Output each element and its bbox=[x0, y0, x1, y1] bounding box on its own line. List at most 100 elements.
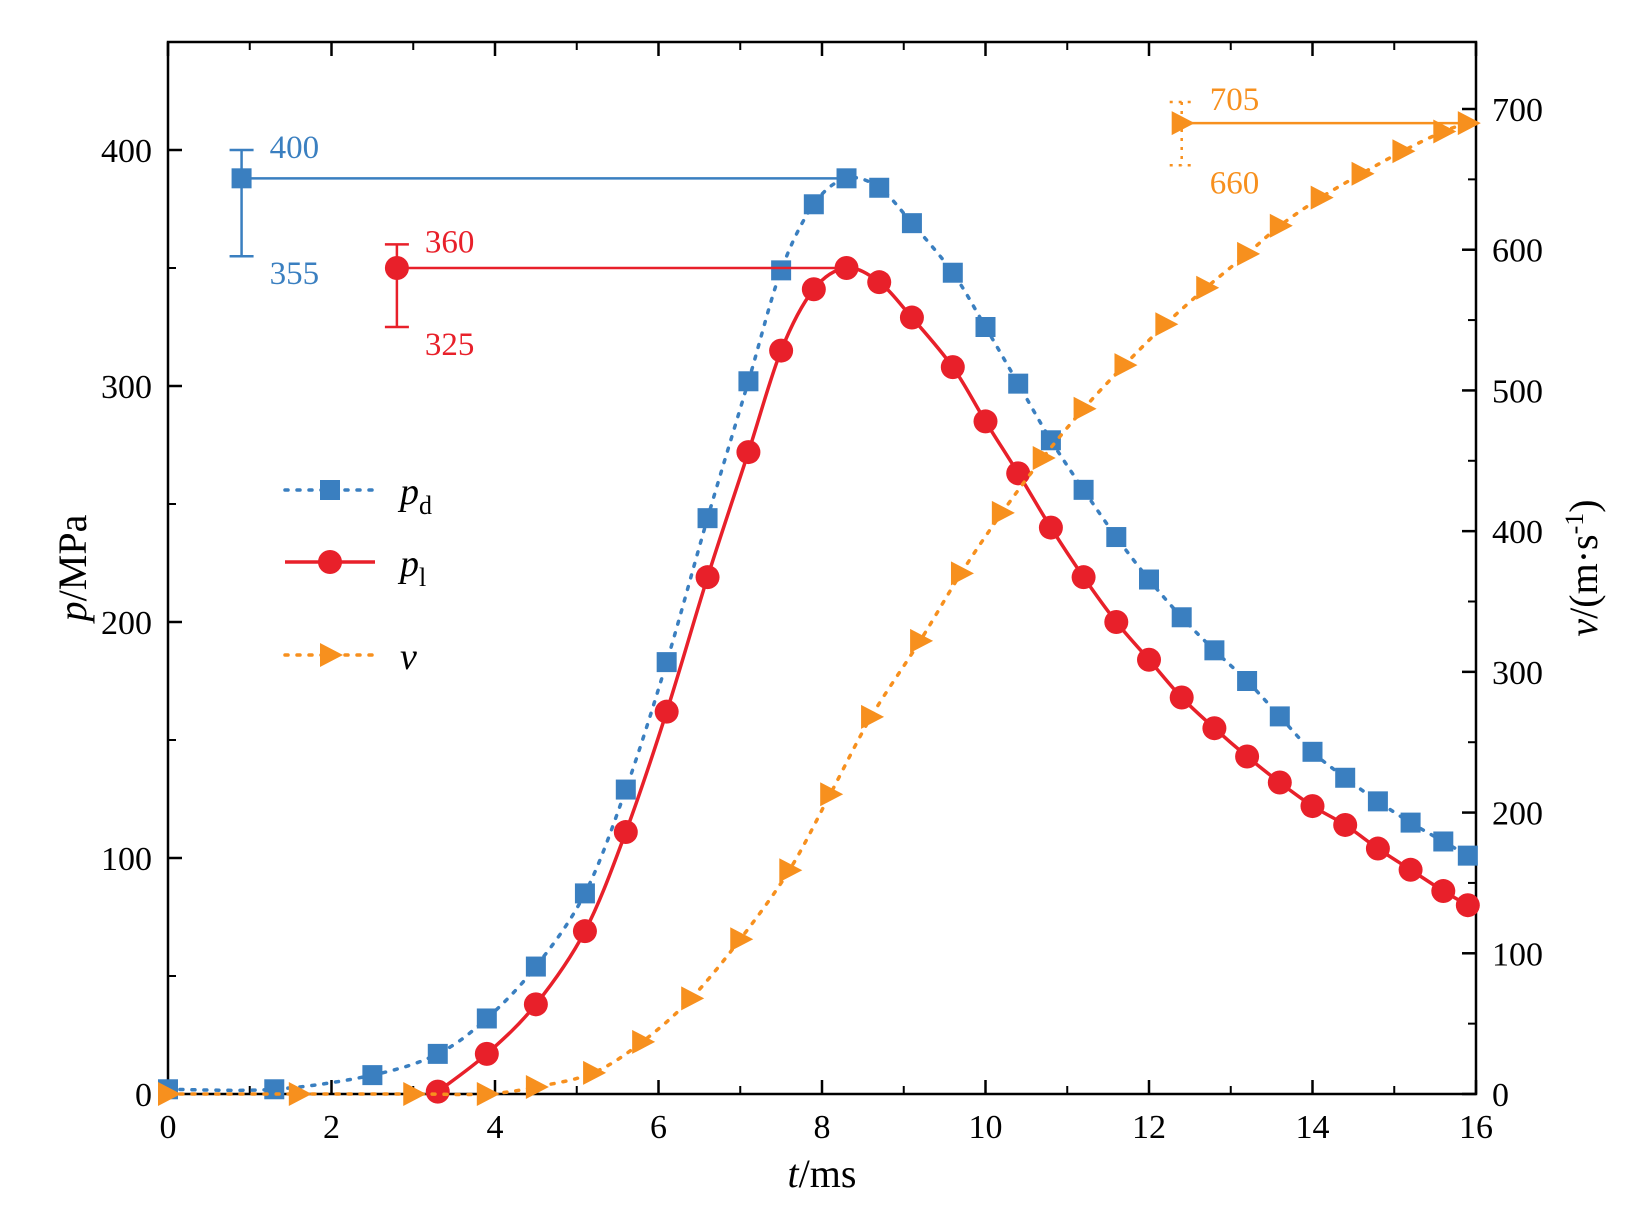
legend-pd-marker bbox=[320, 480, 340, 500]
series-pd-point bbox=[264, 1079, 285, 1100]
series-pl-point bbox=[425, 1079, 450, 1104]
series-pd-point bbox=[1008, 373, 1029, 394]
series-pl-point bbox=[1398, 857, 1423, 882]
series-v-point bbox=[1114, 353, 1138, 378]
series-pl-point bbox=[1038, 515, 1063, 540]
series-pd-point bbox=[869, 177, 890, 198]
series-pl-point bbox=[474, 1041, 499, 1066]
series-pl-point bbox=[1169, 685, 1194, 710]
series-pd-point bbox=[427, 1043, 448, 1064]
x-tick-label: 4 bbox=[487, 1109, 504, 1146]
series-pl-point bbox=[940, 355, 965, 380]
series-pl-point bbox=[1104, 610, 1129, 634]
series-v-point bbox=[1310, 185, 1334, 210]
series-pd-point bbox=[1269, 706, 1290, 727]
series-v-point bbox=[525, 1074, 549, 1099]
series-pd-point bbox=[697, 508, 718, 529]
annotation-pd-label-hi: 400 bbox=[270, 130, 320, 166]
x-tick-label: 16 bbox=[1459, 1109, 1493, 1146]
x-tick-label: 0 bbox=[160, 1109, 177, 1146]
y-right-tick-label: 500 bbox=[1492, 373, 1543, 410]
series-pl-point bbox=[1300, 794, 1325, 819]
series-v-point bbox=[403, 1082, 427, 1106]
y-right-axis-title: v/(m·s-1) bbox=[1560, 499, 1607, 636]
annotation-layer: 400 355 360 325 705 660 bbox=[229, 82, 1476, 363]
series-v-point bbox=[910, 628, 934, 653]
series-pl-point bbox=[654, 699, 679, 724]
series-v-point bbox=[1155, 312, 1179, 337]
series-pl-point bbox=[1455, 893, 1480, 918]
series-pl-point bbox=[695, 565, 720, 590]
x-tick-label: 6 bbox=[650, 1109, 667, 1146]
series-pl-point bbox=[769, 338, 794, 363]
y-left-tick-label: 400 bbox=[101, 133, 152, 170]
series-pl-point bbox=[867, 270, 892, 295]
y-right-tick-label: 600 bbox=[1492, 233, 1543, 270]
series-pd-point bbox=[975, 317, 996, 337]
x-tick-label: 14 bbox=[1296, 1109, 1330, 1146]
series-pd-point bbox=[1433, 831, 1454, 852]
legend-pl-label: pl bbox=[397, 543, 426, 592]
x-tick-label: 2 bbox=[323, 1109, 340, 1146]
series-pl-point bbox=[1137, 647, 1161, 672]
series-pl-point bbox=[1365, 836, 1390, 861]
series-pd-point bbox=[1073, 479, 1094, 500]
series-v-point bbox=[681, 986, 705, 1011]
series-pd-point bbox=[901, 213, 922, 234]
series-pd-point bbox=[1237, 671, 1258, 691]
series-pl-line bbox=[436, 266, 1469, 1094]
x-axis-title: t/ms bbox=[788, 1151, 857, 1196]
series-pd-point bbox=[1302, 741, 1323, 762]
y-left-tick-label: 300 bbox=[101, 369, 152, 406]
y-left-tick-label: 0 bbox=[135, 1077, 152, 1114]
series-pl-point bbox=[1235, 744, 1260, 769]
series-pd-point bbox=[1335, 767, 1356, 788]
y-right-tick-label: 100 bbox=[1492, 936, 1543, 973]
series-pd-point bbox=[942, 262, 963, 283]
series-v-point bbox=[476, 1082, 500, 1106]
y-left-tick-label: 200 bbox=[101, 605, 152, 642]
legend-v-label: v bbox=[400, 636, 417, 678]
series-v-point bbox=[632, 1029, 656, 1054]
series-v-point bbox=[820, 782, 844, 807]
annotation-pd-marker bbox=[231, 168, 252, 189]
annotation-pd-label-lo: 355 bbox=[270, 256, 320, 292]
y-right-tick-label: 0 bbox=[1492, 1077, 1509, 1114]
series-pl-point bbox=[736, 440, 761, 465]
series-v-point bbox=[583, 1060, 607, 1085]
y-right-tick-label: 700 bbox=[1492, 92, 1543, 129]
x-tick-label: 12 bbox=[1132, 1109, 1166, 1146]
series-pd-point bbox=[1139, 569, 1159, 590]
series-pd-point bbox=[362, 1065, 383, 1086]
series-pl-point bbox=[613, 820, 638, 845]
series-v-point bbox=[861, 704, 885, 729]
series-pd-point bbox=[476, 1008, 497, 1029]
axis-ticks: 0 2 4 6 8 10 12 14 16010020030040001002003004005… bbox=[101, 42, 1543, 1146]
series-pd-point bbox=[574, 883, 595, 904]
series-layer bbox=[158, 111, 1481, 1106]
series-pd-point bbox=[1171, 607, 1192, 628]
y-left-tick-label: 100 bbox=[101, 841, 152, 878]
x-tick-label: 10 bbox=[969, 1109, 1003, 1146]
series-pd-point bbox=[1106, 527, 1127, 548]
series-pl-point bbox=[973, 409, 998, 434]
x-tick-label: 8 bbox=[814, 1109, 831, 1146]
series-pd-point bbox=[1204, 640, 1225, 661]
series-pd-point bbox=[1457, 845, 1478, 866]
series-pl-point bbox=[801, 277, 826, 302]
series-v-point bbox=[991, 500, 1015, 525]
series-pl-point bbox=[1431, 879, 1456, 904]
series-pd-point bbox=[525, 956, 546, 977]
series-v-point bbox=[779, 858, 803, 883]
series-pl-point bbox=[1071, 565, 1096, 590]
annotation-v-marker bbox=[1171, 111, 1195, 136]
legend: pd pl v bbox=[283, 471, 432, 678]
series-v-point bbox=[1392, 139, 1416, 164]
series-v-line bbox=[166, 121, 1470, 1097]
series-pd-point bbox=[803, 194, 824, 215]
series-pd-point bbox=[1367, 791, 1388, 812]
series-v-point bbox=[950, 561, 974, 586]
series-pl-point bbox=[572, 919, 597, 944]
series-pd-point bbox=[771, 260, 792, 281]
